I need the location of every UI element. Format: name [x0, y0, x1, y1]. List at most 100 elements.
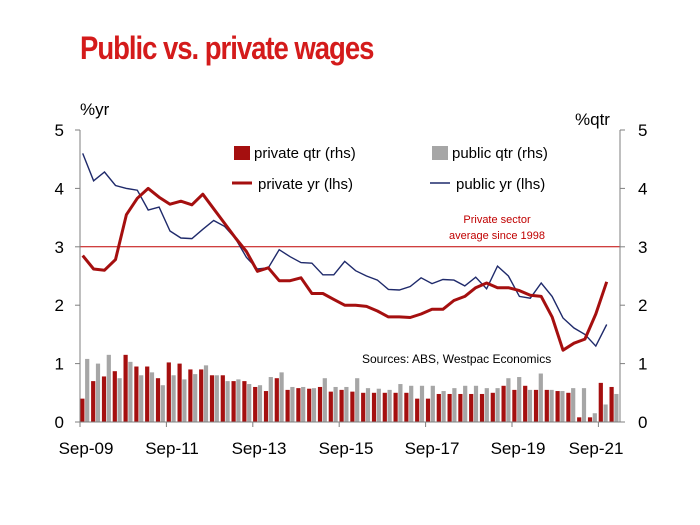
public-qtr-bar [571, 388, 576, 422]
private-qtr-bar [307, 388, 312, 422]
right-tick-label: 2 [638, 296, 647, 315]
private-qtr-bar [328, 391, 333, 422]
private-qtr-bar [544, 389, 549, 422]
private-qtr-bar [404, 392, 409, 422]
private-qtr-bar [155, 378, 161, 422]
private-qtr-bar [145, 366, 150, 422]
public-qtr-bars [85, 354, 619, 422]
legend-swatch-private-qtr [234, 146, 250, 160]
left-tick-label: 2 [55, 296, 64, 315]
private-qtr-bar [263, 391, 269, 422]
private-qtr-bar [134, 366, 139, 422]
right-tick-label: 3 [638, 238, 647, 257]
axis-tick-labels: 0 1 2 3 4 5 0 1 2 3 4 5 Sep-09 Sep-11 Sep-13 Sep-15 Sep-… [55, 121, 648, 458]
x-tick-label: Sep-17 [405, 439, 460, 458]
x-tick-label: Sep-19 [491, 439, 546, 458]
x-tick-label: Sep-15 [319, 439, 374, 458]
public-qtr-bar [527, 389, 533, 422]
public-qtr-bar [463, 385, 468, 422]
private-qtr-bar [350, 391, 355, 422]
private-qtr-bar [393, 392, 398, 422]
private-qtr-bar [512, 389, 517, 422]
right-tick-label: 5 [638, 121, 647, 140]
private-qtr-bar [188, 369, 193, 422]
public-qtr-bar [560, 391, 565, 422]
public-qtr-bar [581, 388, 587, 422]
legend-label-private-qtr: private qtr (rhs) [254, 145, 356, 162]
chart-title: Public vs. private wages [80, 30, 374, 66]
public-qtr-bar [301, 386, 306, 422]
public-qtr-bar [128, 361, 133, 422]
private-qtr-bar [91, 381, 96, 422]
private-qtr-bar [479, 393, 485, 422]
public-qtr-bar [387, 389, 392, 422]
x-tick-label: Sep-09 [59, 439, 114, 458]
public-qtr-bar [365, 388, 371, 422]
private-qtr-bar [339, 389, 344, 422]
private-qtr-bar [371, 392, 377, 422]
private-qtr-bar [598, 382, 603, 422]
public-qtr-bar [171, 375, 176, 422]
private-qtr-bar [587, 417, 593, 422]
private-qtr-bar [231, 381, 236, 422]
public-qtr-bar [117, 378, 122, 422]
left-tick-label: 4 [55, 179, 64, 198]
private-qtr-bar [123, 354, 128, 422]
public-qtr-bar [247, 384, 252, 422]
private-qtr-bar [274, 378, 279, 422]
legend-label-private-yr: private yr (lhs) [258, 176, 353, 193]
private-qtr-bar [317, 386, 323, 422]
public-qtr-bar [592, 413, 597, 422]
private-qtr-bar [199, 369, 204, 422]
public-qtr-bar [430, 385, 435, 422]
left-tick-label: 0 [55, 413, 64, 432]
left-tick-label: 5 [55, 121, 64, 140]
right-tick-label: 0 [638, 413, 647, 432]
legend-label-public-qtr: public qtr (rhs) [452, 145, 548, 162]
private-qtr-bar [382, 392, 387, 422]
legend-label-public-yr: public yr (lhs) [456, 176, 545, 193]
public-qtr-bar [225, 381, 230, 422]
public-qtr-bar [106, 354, 111, 422]
public-qtr-bar [506, 378, 511, 422]
public-qtr-bar [290, 386, 295, 422]
private-qtr-bar [501, 385, 506, 422]
private-qtr-bar [101, 376, 107, 422]
private-qtr-bar [566, 392, 571, 422]
public-qtr-bar [409, 385, 414, 422]
public-qtr-bar [398, 384, 403, 422]
public-qtr-bar [214, 375, 219, 422]
public-qtr-bar [419, 385, 425, 422]
private-qtr-bar [609, 386, 614, 422]
private-qtr-bar [177, 363, 182, 422]
private-qtr-bar [447, 393, 452, 422]
private-qtr-bar [425, 398, 431, 422]
reference-label-line-2: average since 1998 [449, 230, 545, 242]
private-qtr-bar [523, 385, 528, 422]
public-qtr-bar [160, 385, 165, 422]
public-qtr-bar [355, 378, 360, 422]
public-qtr-bar [517, 377, 522, 422]
public-qtr-bar [549, 389, 554, 422]
private-qtr-bar [209, 375, 215, 422]
private-qtr-bar [80, 398, 85, 422]
public-qtr-bar [193, 374, 198, 422]
private-qtr-bar [253, 386, 258, 422]
private-qtr-bar [555, 391, 560, 422]
public-qtr-bar [268, 377, 273, 422]
private-qtr-bar [415, 398, 420, 422]
public-qtr-bar [149, 372, 155, 422]
public-qtr-bar [139, 375, 144, 422]
public-qtr-bar [333, 386, 338, 422]
private-qtr-bar [285, 389, 290, 422]
public-qtr-bar [484, 388, 489, 422]
private-qtr-bar [577, 417, 582, 422]
right-tick-label: 4 [638, 179, 647, 198]
public-qtr-bar [85, 358, 90, 422]
public-qtr-bar [538, 373, 543, 422]
private-qtr-bar [469, 393, 474, 422]
private-qtr-bar [361, 392, 366, 422]
private-qtr-bars [80, 354, 614, 422]
private-qtr-bar [458, 393, 463, 422]
